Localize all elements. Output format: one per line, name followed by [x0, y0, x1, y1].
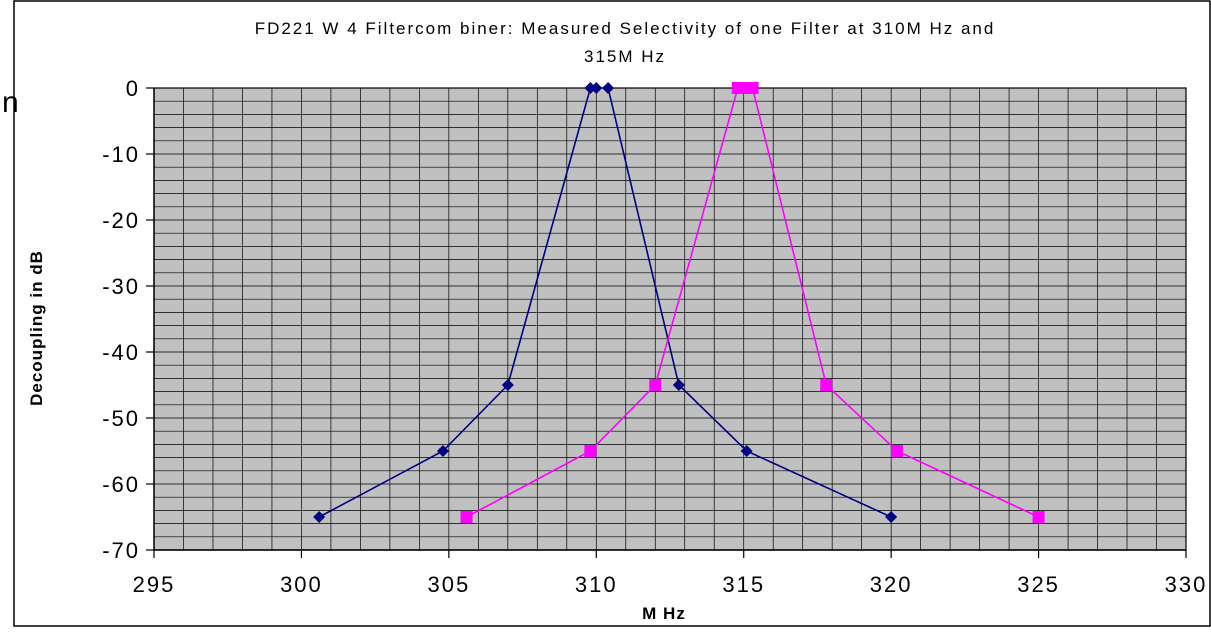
y-tick-label: -60 [102, 472, 140, 497]
y-tick-label: -10 [102, 142, 140, 167]
series-1-point [885, 511, 898, 523]
series-2-point [891, 445, 904, 457]
x-tick-label: 330 [1165, 572, 1208, 597]
y-tick-label: -40 [102, 340, 140, 365]
series-2-point [584, 445, 597, 457]
axis-layer: 0 -10 -20 -30 -40 -50 -60 -70 295 300 305 310 315 320… [102, 76, 1208, 597]
y-tick-label: -20 [102, 208, 140, 233]
series-2-point [649, 379, 662, 391]
plot-area [153, 87, 1187, 551]
series-1-point [740, 445, 753, 457]
series-2-point [460, 511, 473, 523]
series-2 [460, 82, 1045, 523]
chart-title-line-2: 315M Hz [584, 47, 666, 66]
series-2-point [1032, 511, 1045, 523]
x-tick-label: 295 [133, 572, 176, 597]
series-1 [313, 82, 898, 523]
y-tick-label: -50 [102, 406, 140, 431]
x-tick-label: 325 [1017, 572, 1060, 597]
series-2-point [820, 379, 833, 391]
edge-fragment-text: n [2, 86, 19, 119]
x-tick-label: 315 [722, 572, 765, 597]
x-tick-label: 300 [280, 572, 323, 597]
grid-layer [154, 88, 1186, 550]
series-1-point [672, 379, 685, 391]
series-1-point [436, 445, 449, 457]
x-tick-label: 320 [870, 572, 913, 597]
x-axis-title: M Hz [642, 604, 686, 623]
x-tick-label: 305 [427, 572, 470, 597]
y-axis-title: Decoupling in dB [27, 250, 46, 406]
series-1-point [313, 511, 326, 523]
y-tick-label: -70 [102, 538, 140, 563]
y-tick-label: -30 [102, 274, 140, 299]
series-2-point [746, 82, 759, 94]
chart-title-line-1: FD221 W 4 Filtercom biner: Measured Sele… [255, 19, 996, 38]
series-1-point [602, 82, 615, 94]
series-1-point [501, 379, 514, 391]
series-layer [313, 82, 1045, 523]
x-tick-label: 310 [575, 572, 618, 597]
y-tick-label: 0 [126, 76, 140, 101]
series-1-point [590, 82, 603, 94]
